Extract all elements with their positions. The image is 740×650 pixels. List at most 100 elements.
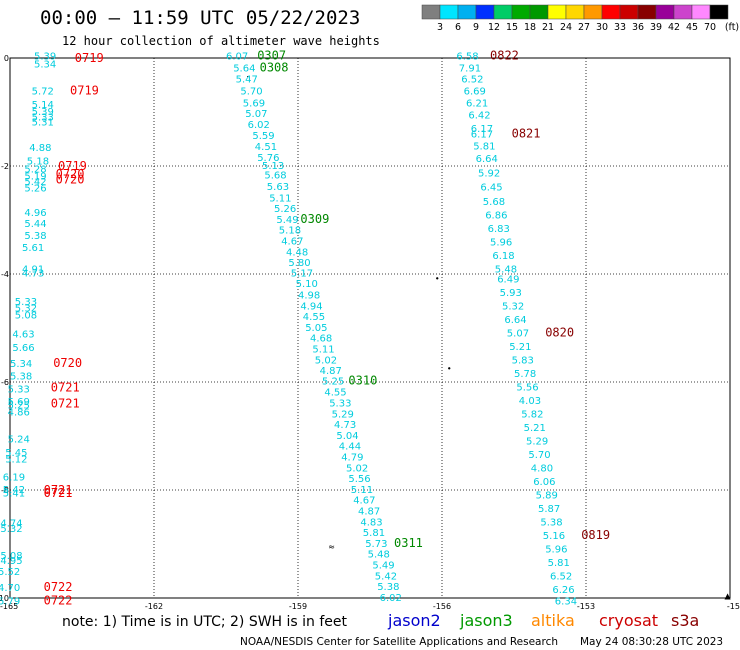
legend-altika: altika [531, 611, 575, 630]
legend-s3a: s3a [671, 611, 699, 630]
wave-height-value: 5.33 [8, 384, 30, 395]
wave-height-value: 5.79 [0, 597, 20, 608]
wave-height-value: 5.16 [543, 531, 565, 542]
wave-height-value: 5.28 [24, 165, 46, 176]
wave-height-value: 5.33 [32, 112, 54, 123]
wave-height-value: 5.31 [32, 118, 54, 129]
wave-height-value: 4.67 [281, 237, 303, 248]
wave-height-value: 5.48 [368, 550, 390, 561]
wave-height-value: 5.42 [375, 571, 397, 582]
pass-time-label: 0721 [51, 380, 80, 394]
wave-height-value: 4.87 [358, 507, 380, 518]
wave-height-value: 6.58 [456, 51, 478, 62]
color-scale-swatch [583, 4, 603, 20]
color-scale-label: 18 [524, 22, 536, 33]
color-scale-swatch [475, 4, 495, 20]
wave-height-value: 5.29 [332, 409, 354, 420]
wave-height-value: 5.92 [478, 168, 500, 179]
color-scale-swatch [457, 4, 477, 20]
color-scale-label: 6 [455, 22, 461, 33]
track-s3a: 6.587.916.526.696.216.426.176.175.816.64… [456, 48, 610, 607]
island-marker: . [246, 70, 249, 79]
latitude-tick-label: -4 [1, 270, 9, 279]
wave-height-value: 5.56 [516, 382, 538, 393]
wave-height-value: 6.18 [492, 251, 514, 262]
wave-height-value: 6.49 [497, 274, 519, 285]
legend-jason3: jason3 [459, 611, 513, 630]
wave-height-value: 4.03 [519, 396, 541, 407]
track-jason3: 6.075.645.475.705.695.076.025.594.515.76… [226, 48, 423, 604]
color-scale-label: 39 [650, 22, 662, 33]
footer-credit: NOAA/NESDIS Center for Satellite Applica… [240, 636, 558, 648]
wave-height-value: 6.06 [533, 477, 555, 488]
wave-height-value: 4.87 [320, 366, 342, 377]
pass-time-label: 0308 [260, 61, 289, 75]
color-scale-swatch [709, 4, 729, 20]
wave-height-value: 5.81 [548, 558, 570, 569]
pass-time-label: 0721 [51, 397, 80, 411]
wave-height-value: 6.17 [471, 130, 493, 141]
wave-height-value: 4.63 [12, 329, 34, 340]
color-scale-swatch [673, 4, 693, 20]
wave-height-value: 5.24 [8, 435, 30, 446]
wave-height-value: 4.67 [353, 496, 375, 507]
wave-height-value: 5.18 [279, 226, 301, 237]
wave-height-value: 5.32 [0, 524, 22, 535]
pass-time-label: 0720 [56, 173, 85, 187]
wave-height-value: 5.82 [521, 409, 543, 420]
wave-height-value: 4.74 [0, 518, 22, 529]
color-scale-swatch [691, 4, 711, 20]
wave-height-value: 5.25 [8, 401, 30, 412]
wave-height-value: 5.38 [377, 582, 399, 593]
color-scale-label: 33 [614, 22, 626, 33]
wave-height-value: 5.08 [0, 551, 22, 562]
wave-height-value: 5.13 [262, 161, 284, 172]
wave-height-value: 5.34 [34, 59, 56, 70]
wave-height-value: 4.96 [24, 208, 46, 219]
wave-height-value: 5.38 [540, 517, 562, 528]
color-scale-label: 30 [596, 22, 608, 33]
longitude-tick-label: -159 [289, 602, 307, 611]
map-title: 00:00 – 11:59 UTC 05/22/2023 [40, 7, 360, 29]
wave-height-value: 5.76 [257, 153, 279, 164]
wave-height-value: 5.11 [312, 345, 334, 356]
wave-height-value: 4.95 [0, 556, 22, 567]
wave-height-value: 4.98 [298, 291, 320, 302]
wave-height-value: 4.73 [22, 268, 44, 279]
wave-height-value: 7.91 [459, 64, 481, 75]
wave-height-value: 6.64 [476, 154, 498, 165]
wave-height-value: 5.21 [524, 423, 546, 434]
color-scale-unit: (ft) [725, 22, 739, 33]
wave-height-value: 6.83 [488, 224, 510, 235]
wave-height-value: 6.45 [480, 183, 502, 194]
wave-height-value: 4.94 [300, 301, 322, 312]
color-scale-swatch [493, 4, 513, 20]
wave-height-value: 5.10 [296, 279, 318, 290]
wave-height-value: 5.49 [276, 215, 298, 226]
wave-height-value: 5.08 [15, 311, 37, 322]
color-scale-label: 27 [578, 22, 590, 33]
wave-height-value: 4.88 [29, 143, 51, 154]
wave-height-value: 5.07 [507, 328, 529, 339]
wave-height-value: 6.21 [466, 98, 488, 109]
pass-time-label: 0722 [44, 580, 73, 594]
color-scale-swatch [565, 4, 585, 20]
map-subtitle: 12 hour collection of altimeter wave hei… [62, 34, 380, 48]
satellite-tracks: 5.395.345.725.145.395.335.314.885.185.28… [0, 48, 610, 607]
wave-height-value: 5.02 [346, 463, 368, 474]
island-marker: ▲ [725, 591, 732, 600]
wave-height-value: 5.12 [5, 455, 27, 466]
track-cryosat: 5.395.345.725.145.395.335.314.885.185.28… [0, 51, 104, 608]
wave-height-value: 4.55 [303, 312, 325, 323]
wave-height-value: 6.64 [504, 315, 526, 326]
color-scale-swatch [547, 4, 567, 20]
latitude-tick-label: -8 [1, 486, 9, 495]
latitude-axis: 0 -2 -4 -6 -8 -10 [0, 54, 9, 603]
latitude-tick-label: -2 [1, 162, 9, 171]
wave-height-value: 4.44 [339, 442, 361, 453]
wave-height-value: 5.38 [10, 372, 32, 383]
lat-lon-grid [9, 57, 731, 599]
pass-time-label: 0721 [44, 483, 73, 497]
pass-time-label: 0720 [56, 167, 85, 181]
